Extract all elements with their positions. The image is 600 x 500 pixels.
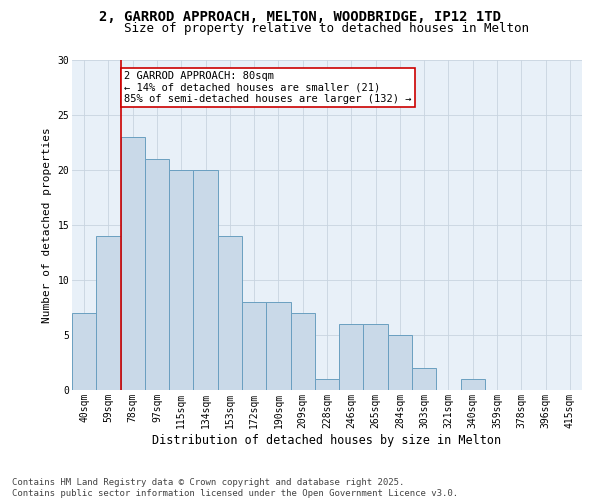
Bar [339, 324, 364, 390]
Y-axis label: Number of detached properties: Number of detached properties [42, 127, 52, 323]
Bar [315, 379, 339, 390]
Bar [145, 159, 169, 390]
Bar [96, 236, 121, 390]
Text: Contains HM Land Registry data © Crown copyright and database right 2025.
Contai: Contains HM Land Registry data © Crown c… [12, 478, 458, 498]
Bar [412, 368, 436, 390]
Bar [193, 170, 218, 390]
Title: Size of property relative to detached houses in Melton: Size of property relative to detached ho… [125, 22, 530, 35]
Text: 2 GARROD APPROACH: 80sqm
← 14% of detached houses are smaller (21)
85% of semi-d: 2 GARROD APPROACH: 80sqm ← 14% of detach… [124, 71, 412, 104]
Bar [290, 313, 315, 390]
Bar [388, 335, 412, 390]
Bar [364, 324, 388, 390]
Bar [266, 302, 290, 390]
X-axis label: Distribution of detached houses by size in Melton: Distribution of detached houses by size … [152, 434, 502, 446]
Text: 2, GARROD APPROACH, MELTON, WOODBRIDGE, IP12 1TD: 2, GARROD APPROACH, MELTON, WOODBRIDGE, … [99, 10, 501, 24]
Bar [169, 170, 193, 390]
Bar [121, 137, 145, 390]
Bar [461, 379, 485, 390]
Bar [218, 236, 242, 390]
Bar [72, 313, 96, 390]
Bar [242, 302, 266, 390]
